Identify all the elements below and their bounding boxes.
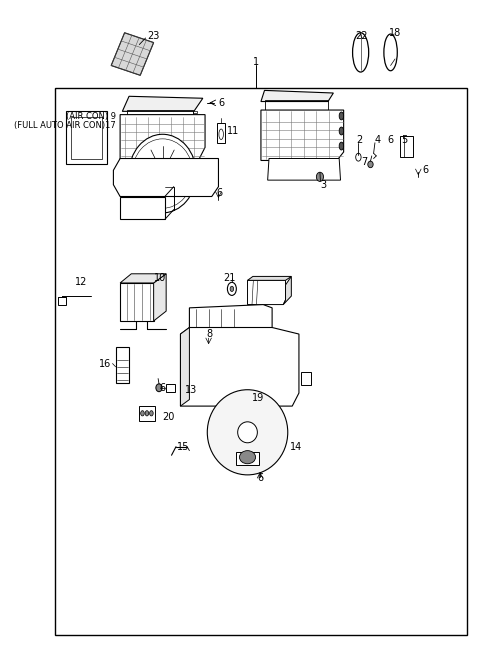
- Text: 22: 22: [355, 31, 368, 41]
- Text: 3: 3: [321, 179, 326, 190]
- Ellipse shape: [207, 390, 288, 475]
- Bar: [301, 372, 311, 385]
- Polygon shape: [120, 196, 165, 219]
- Polygon shape: [236, 452, 259, 465]
- Bar: [190, 115, 198, 129]
- Text: 6: 6: [217, 187, 223, 198]
- Text: 14: 14: [290, 441, 302, 452]
- Text: 19: 19: [252, 392, 264, 403]
- Ellipse shape: [228, 282, 236, 295]
- Bar: [217, 123, 225, 143]
- Polygon shape: [248, 276, 291, 280]
- Text: 2: 2: [356, 134, 362, 145]
- Ellipse shape: [129, 134, 196, 213]
- Polygon shape: [120, 274, 166, 283]
- Polygon shape: [122, 96, 203, 111]
- Polygon shape: [180, 328, 299, 406]
- Text: 15: 15: [177, 441, 189, 452]
- Text: 8: 8: [206, 329, 213, 339]
- Polygon shape: [190, 305, 272, 334]
- Polygon shape: [154, 274, 166, 321]
- Polygon shape: [113, 159, 218, 196]
- Text: (AIR CON) 9: (AIR CON) 9: [66, 112, 116, 121]
- Polygon shape: [261, 90, 334, 102]
- Ellipse shape: [339, 127, 344, 135]
- Text: 6: 6: [159, 383, 166, 393]
- Ellipse shape: [339, 112, 344, 120]
- Text: 10: 10: [154, 273, 167, 284]
- Text: 11: 11: [228, 126, 240, 136]
- Ellipse shape: [368, 161, 373, 168]
- Ellipse shape: [339, 142, 344, 150]
- Polygon shape: [261, 110, 344, 160]
- Ellipse shape: [145, 411, 149, 416]
- Bar: [193, 129, 197, 132]
- Bar: [55, 88, 467, 635]
- Polygon shape: [180, 328, 190, 406]
- Ellipse shape: [141, 411, 144, 416]
- Text: 16: 16: [99, 358, 111, 369]
- Text: 6: 6: [422, 165, 429, 176]
- Polygon shape: [116, 347, 129, 383]
- Polygon shape: [120, 283, 154, 321]
- Text: 5: 5: [401, 134, 407, 145]
- Ellipse shape: [240, 451, 255, 464]
- Ellipse shape: [316, 172, 324, 181]
- Text: (FULL AUTO AIR CON)17: (FULL AUTO AIR CON)17: [14, 121, 116, 130]
- Text: 7: 7: [361, 157, 368, 168]
- Polygon shape: [268, 159, 340, 180]
- Bar: [139, 406, 155, 421]
- Ellipse shape: [238, 422, 257, 443]
- Text: 6: 6: [258, 473, 264, 483]
- Text: 6: 6: [387, 134, 394, 145]
- Bar: [58, 297, 66, 305]
- Bar: [236, 398, 243, 405]
- Polygon shape: [111, 33, 154, 75]
- Text: 20: 20: [163, 412, 175, 422]
- Text: 12: 12: [75, 276, 88, 287]
- Ellipse shape: [150, 411, 153, 416]
- Text: 21: 21: [224, 273, 236, 284]
- Bar: [193, 111, 197, 113]
- Text: 13: 13: [185, 384, 197, 395]
- Polygon shape: [120, 115, 205, 160]
- Bar: [166, 384, 175, 392]
- Polygon shape: [248, 280, 286, 305]
- Text: 6: 6: [218, 98, 225, 108]
- Text: 4: 4: [374, 134, 380, 145]
- Ellipse shape: [230, 286, 234, 291]
- Text: 18: 18: [389, 28, 401, 38]
- Text: 23: 23: [147, 31, 159, 41]
- Ellipse shape: [156, 384, 162, 392]
- Polygon shape: [283, 276, 291, 305]
- Bar: [399, 136, 413, 157]
- Text: 1: 1: [253, 57, 260, 67]
